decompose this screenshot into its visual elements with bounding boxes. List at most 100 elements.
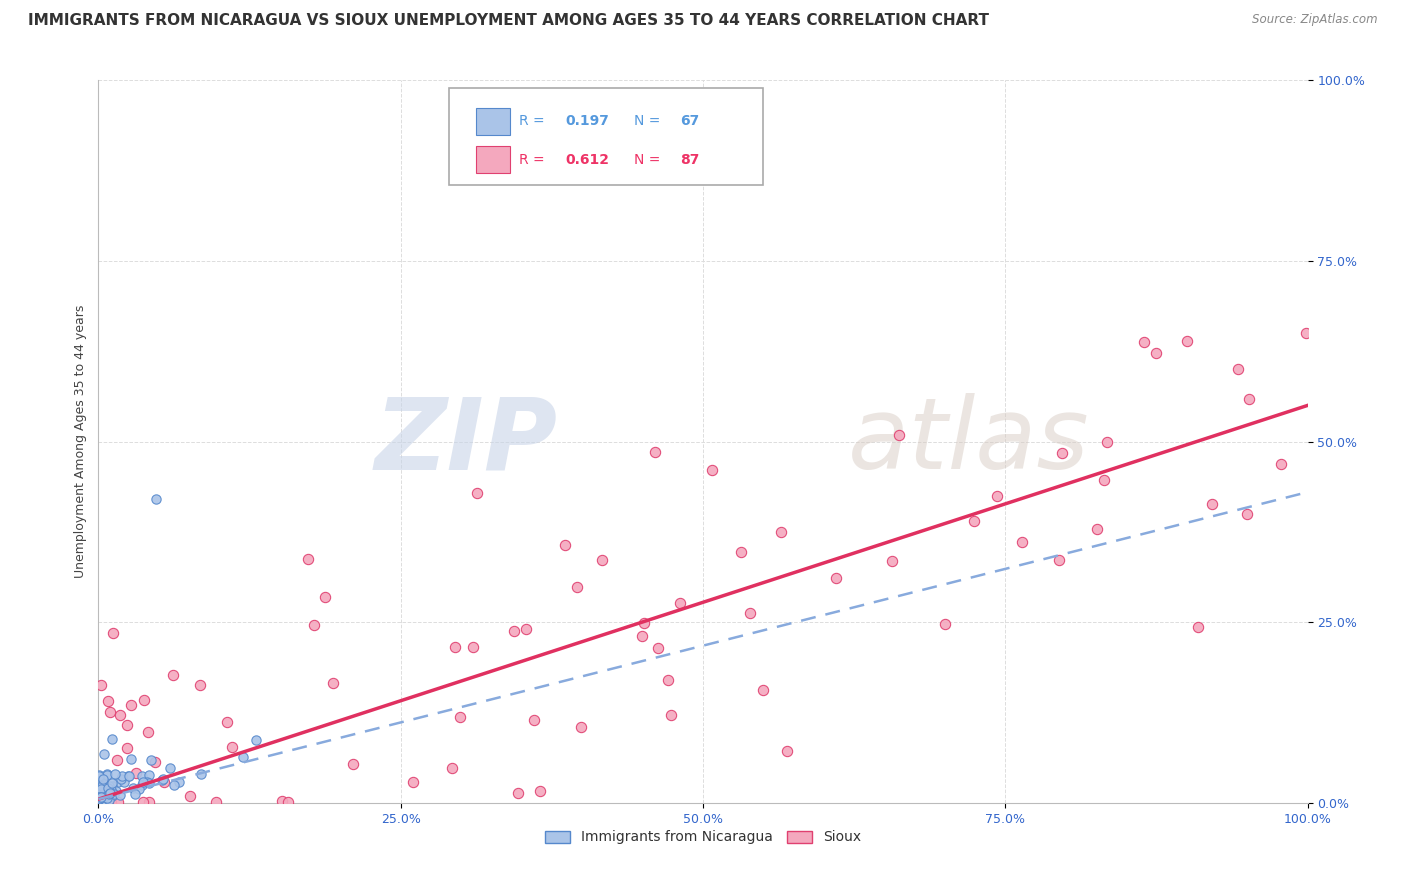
Point: [115, 717, 138, 731]
Point: [93, 747, 115, 761]
Point: [443, 640, 465, 655]
Point: [1011, 535, 1033, 549]
Point: [523, 713, 546, 727]
Point: [124, 787, 146, 801]
Point: [887, 427, 910, 442]
Point: [120, 698, 142, 712]
Point: [302, 618, 325, 632]
Point: [163, 778, 186, 792]
Point: [1047, 553, 1070, 567]
Point: [91, 772, 114, 786]
Point: [314, 591, 336, 605]
Point: [770, 524, 793, 539]
Point: [150, 772, 173, 787]
Point: [125, 766, 148, 780]
Point: [138, 775, 160, 789]
Point: [87, 769, 110, 783]
Point: [117, 769, 139, 783]
Point: [217, 715, 239, 730]
Point: [87, 774, 110, 789]
Text: N =: N =: [634, 153, 665, 167]
Point: [465, 486, 488, 500]
Point: [94, 795, 117, 809]
Point: [98, 786, 121, 800]
Point: [963, 515, 986, 529]
Point: [506, 786, 529, 800]
Point: [322, 676, 344, 690]
Point: [118, 769, 141, 783]
Point: [143, 756, 166, 770]
Point: [132, 795, 155, 809]
Point: [934, 617, 956, 632]
Point: [90, 789, 112, 804]
Point: [108, 788, 131, 802]
Point: [776, 744, 799, 758]
Point: [179, 789, 201, 804]
Point: [90, 678, 112, 692]
Point: [90, 773, 112, 788]
Point: [515, 622, 537, 636]
Point: [633, 615, 655, 630]
Point: [110, 772, 132, 786]
Point: [740, 606, 762, 620]
Text: R =: R =: [519, 153, 550, 167]
Point: [89, 789, 111, 804]
Point: [188, 678, 211, 692]
Point: [128, 782, 150, 797]
Point: [440, 761, 463, 775]
Point: [1237, 392, 1260, 407]
Point: [89, 768, 111, 782]
Point: [1175, 334, 1198, 349]
Point: [98, 779, 121, 793]
Point: [136, 725, 159, 739]
Point: [96, 767, 118, 781]
Point: [105, 784, 128, 798]
Point: [882, 554, 904, 568]
Point: [90, 794, 112, 808]
Point: [221, 739, 243, 754]
Point: [449, 709, 471, 723]
Point: [90, 781, 112, 796]
Point: [110, 707, 132, 722]
Text: N =: N =: [634, 114, 665, 128]
Text: Source: ZipAtlas.com: Source: ZipAtlas.com: [1253, 13, 1378, 27]
Point: [986, 489, 1008, 503]
Point: [90, 789, 112, 804]
Point: [136, 775, 159, 789]
Point: [97, 781, 120, 796]
Point: [529, 784, 551, 798]
Point: [103, 787, 125, 801]
Point: [162, 668, 184, 682]
Point: [89, 791, 111, 805]
Point: [132, 775, 155, 789]
Point: [700, 463, 723, 477]
Text: atlas: atlas: [848, 393, 1090, 490]
Point: [94, 793, 117, 807]
Point: [1092, 474, 1115, 488]
Point: [245, 733, 267, 747]
Point: [93, 795, 115, 809]
Point: [824, 571, 846, 585]
Point: [277, 795, 299, 809]
Text: 0.612: 0.612: [565, 153, 609, 167]
Point: [159, 761, 181, 775]
Point: [93, 789, 115, 803]
Point: [139, 753, 162, 767]
Y-axis label: Unemployment Among Ages 35 to 44 years: Unemployment Among Ages 35 to 44 years: [75, 305, 87, 578]
Point: [630, 629, 652, 643]
Point: [1133, 335, 1156, 350]
Point: [89, 789, 111, 804]
Bar: [475, 108, 509, 135]
Point: [90, 776, 112, 790]
Point: [107, 795, 129, 809]
Point: [1097, 434, 1119, 449]
Point: [90, 776, 112, 790]
Point: [659, 707, 682, 722]
Point: [120, 751, 142, 765]
Point: [402, 774, 425, 789]
Point: [1085, 522, 1108, 536]
Point: [232, 750, 254, 764]
Point: [87, 791, 110, 805]
Point: [271, 794, 294, 808]
Point: [461, 640, 484, 654]
